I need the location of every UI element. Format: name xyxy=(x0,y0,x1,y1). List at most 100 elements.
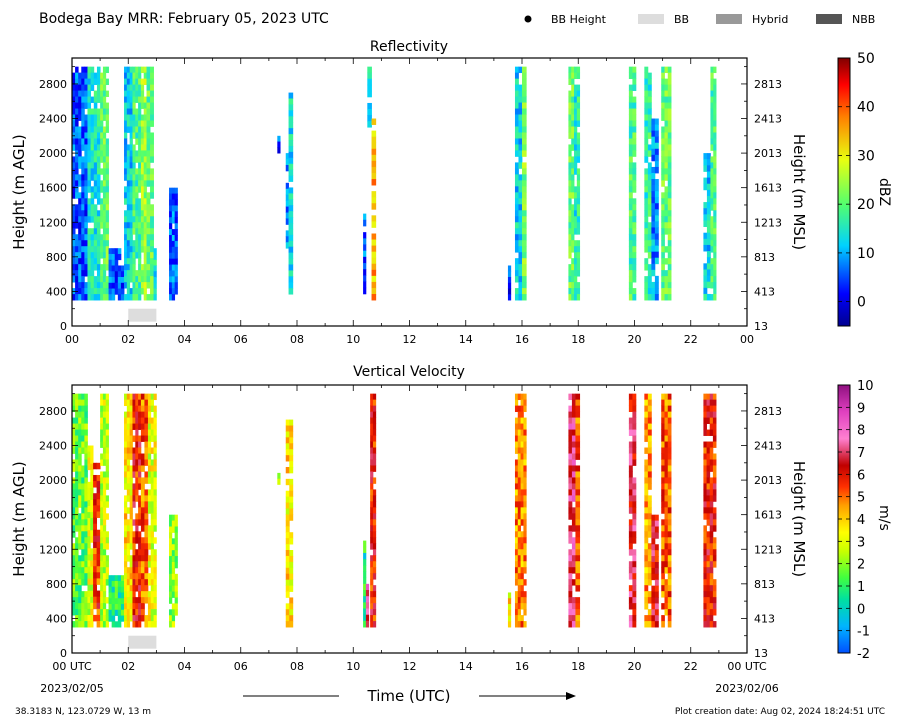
echo-cell xyxy=(87,614,91,622)
echo-cell xyxy=(132,435,136,442)
echo-cell xyxy=(709,477,714,484)
echo-cell xyxy=(703,220,708,227)
echo-cell xyxy=(285,490,290,498)
echo-cell xyxy=(138,393,142,401)
echo-cell xyxy=(169,556,173,563)
echo-cell xyxy=(78,198,82,205)
echo-cell xyxy=(709,615,714,622)
echo-cell xyxy=(367,72,372,80)
echo-cell xyxy=(518,288,523,295)
echo-cell xyxy=(664,531,669,538)
echo-cell xyxy=(93,294,98,301)
echo-cell xyxy=(628,174,633,181)
echo-cell xyxy=(706,597,711,604)
echo-cell xyxy=(710,114,714,121)
echo-cell xyxy=(124,174,128,181)
echo-cell xyxy=(628,531,633,538)
echo-cell xyxy=(124,465,128,472)
echo-cell xyxy=(667,252,672,259)
echo-cell xyxy=(644,240,649,247)
echo-cell xyxy=(706,459,711,466)
echo-cell xyxy=(93,252,98,259)
echo-cell xyxy=(124,453,128,460)
echo-cell xyxy=(632,180,637,187)
echo-cell xyxy=(568,186,572,193)
echo-cell xyxy=(644,459,649,466)
echo-cell xyxy=(87,132,92,139)
echo-cell xyxy=(129,585,133,592)
echo-cell xyxy=(93,523,98,531)
echo-cell xyxy=(712,603,717,610)
echo-cell xyxy=(712,609,717,616)
echo-cell xyxy=(72,168,76,175)
echo-cell xyxy=(111,282,116,289)
echo-cell xyxy=(81,597,85,604)
echo-cell xyxy=(706,293,711,301)
echo-cell xyxy=(84,543,88,550)
echo-cell xyxy=(135,555,139,562)
echo-cell xyxy=(84,72,88,80)
echo-cell xyxy=(138,435,142,442)
y2-tick-label: 413 xyxy=(754,612,775,625)
echo-cell xyxy=(75,489,79,496)
echo-cell xyxy=(706,477,711,484)
echo-cell xyxy=(518,102,523,109)
echo-cell xyxy=(138,288,142,295)
echo-cell xyxy=(87,162,92,169)
echo-cell xyxy=(90,132,95,139)
echo-cell xyxy=(143,78,147,86)
echo-cell xyxy=(105,222,109,229)
echo-cell xyxy=(153,393,157,401)
echo-cell xyxy=(664,144,669,151)
echo-cell xyxy=(520,597,524,604)
echo-cell xyxy=(568,150,572,157)
echo-cell xyxy=(713,162,717,169)
echo-cell xyxy=(289,538,294,545)
echo-cell xyxy=(138,90,142,97)
echo-cell xyxy=(75,453,79,460)
echo-cell xyxy=(111,248,116,255)
echo-cell xyxy=(575,477,581,484)
echo-cell xyxy=(647,399,652,407)
echo-cell xyxy=(135,246,139,253)
echo-cell xyxy=(370,465,374,472)
echo-cell xyxy=(132,186,136,193)
echo-cell xyxy=(102,270,107,277)
echo-cell xyxy=(100,411,104,418)
echo-cell xyxy=(100,156,104,163)
echo-cell xyxy=(140,210,145,217)
echo-cell xyxy=(75,579,79,586)
echo-cell xyxy=(285,212,289,219)
echo-cell xyxy=(102,168,107,175)
echo-cell xyxy=(644,591,649,598)
y-tick-label: 400 xyxy=(46,285,67,298)
echo-cell xyxy=(574,144,578,151)
echo-cell xyxy=(105,621,109,628)
echo-cell xyxy=(153,282,157,289)
echo-cell xyxy=(664,549,669,556)
echo-cell xyxy=(651,585,656,592)
echo-cell xyxy=(517,561,521,568)
echo-cell xyxy=(576,156,581,163)
echo-cell xyxy=(140,495,145,502)
echo-cell xyxy=(147,555,152,562)
x-tick-label: 14 xyxy=(459,660,473,673)
echo-cell xyxy=(132,282,136,289)
echo-cell xyxy=(664,168,669,175)
echo-cell xyxy=(514,567,519,574)
echo-cell xyxy=(117,615,122,622)
echo-cell xyxy=(84,465,88,472)
echo-cell xyxy=(661,84,665,91)
echo-cell xyxy=(126,222,131,229)
echo-cell xyxy=(100,210,104,217)
echo-cell xyxy=(661,156,665,163)
echo-cell xyxy=(661,495,665,502)
echo-cell xyxy=(75,435,79,442)
echo-cell xyxy=(174,246,178,254)
echo-cell xyxy=(72,561,76,568)
echo-cell xyxy=(651,550,656,557)
echo-cell xyxy=(153,453,157,460)
echo-cell xyxy=(574,228,578,235)
echo-cell xyxy=(706,263,711,270)
echo-cell xyxy=(703,561,707,568)
